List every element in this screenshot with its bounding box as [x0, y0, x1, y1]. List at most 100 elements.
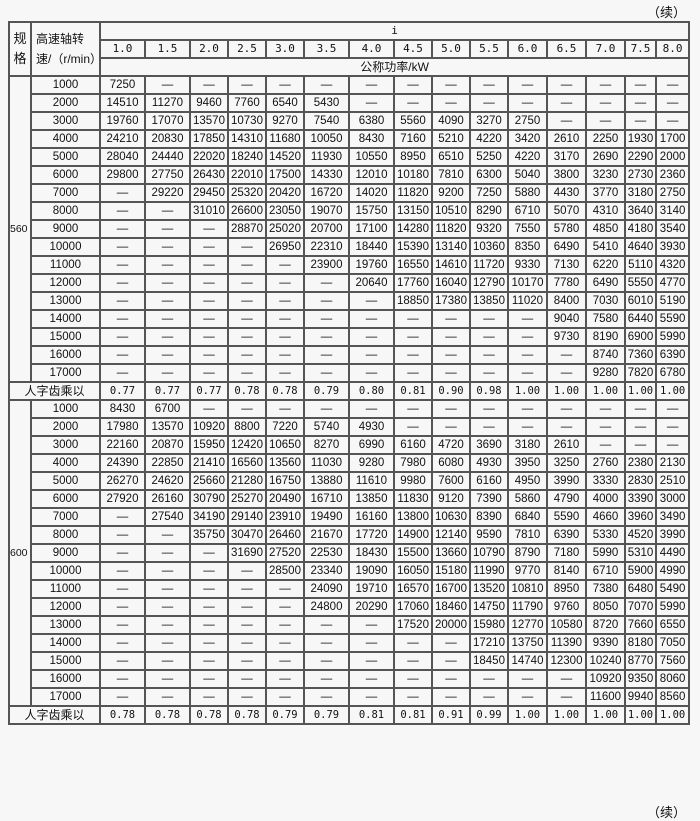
power-cell: —: [99, 633, 146, 653]
power-cell: 4660: [585, 507, 626, 527]
spec-cell: 560: [8, 75, 32, 383]
power-cell: —: [227, 291, 267, 311]
power-cell: 2610: [546, 129, 587, 149]
power-cell: 31010: [189, 201, 229, 221]
power-cell: —: [507, 669, 548, 689]
power-cell: 10360: [469, 237, 509, 257]
power-cell: 19070: [303, 201, 350, 221]
power-cell: 8950: [546, 579, 587, 599]
table-row: 5000 28040 24440 22020 18240 14520 11930 10550 8…: [9, 147, 691, 167]
power-cell: —: [303, 327, 350, 347]
power-cell: —: [303, 399, 350, 419]
power-cell: 26600: [227, 201, 267, 221]
speed-cell: 2000: [30, 417, 101, 437]
power-cell: 8190: [585, 327, 626, 347]
power-cell: 13150: [393, 201, 433, 221]
power-cell: 9320: [469, 219, 509, 239]
power-cell: —: [144, 255, 191, 275]
power-cell: —: [507, 309, 548, 329]
power-cell: 12300: [546, 651, 587, 671]
power-cell: —: [265, 327, 305, 347]
ratio-header: 3.0: [265, 39, 305, 59]
power-cell: 8720: [585, 615, 626, 635]
table-row: 16000— — — — — — — — — — — —10920 9350 8060: [9, 669, 691, 689]
power-cell: 11790: [507, 597, 548, 617]
power-cell: —: [348, 75, 395, 95]
table-row: 15000— — — — — — — — — — —9730 8190 6900 5990: [9, 327, 691, 347]
power-cell: 16550: [393, 255, 433, 275]
power-cell: 7250: [99, 75, 146, 95]
power-cell: 14020: [348, 183, 395, 203]
power-cell: —: [348, 615, 395, 635]
power-cell: —: [227, 363, 267, 383]
power-cell: 5740: [303, 417, 350, 437]
power-cell: 2360: [654, 165, 691, 185]
factor-cell: 0.78: [227, 705, 267, 725]
power-cell: 15750: [348, 201, 395, 221]
power-cell: —: [507, 417, 548, 437]
power-cell: 4220: [507, 147, 548, 167]
factor-label: 人字齿乘以: [8, 381, 101, 401]
power-cell: 11930: [303, 147, 350, 167]
power-cell: —: [189, 363, 229, 383]
power-cell: —: [303, 633, 350, 653]
power-cell: 18450: [469, 651, 509, 671]
power-cell: 26270: [99, 471, 146, 491]
power-cell: —: [469, 399, 509, 419]
power-cell: 19490: [303, 507, 350, 527]
power-cell: 6990: [348, 435, 395, 455]
power-cell: 6080: [431, 453, 471, 473]
power-cell: 7360: [624, 345, 657, 365]
power-cell: 17100: [348, 219, 395, 239]
power-cell: 4310: [585, 201, 626, 221]
power-cell: 3140: [654, 201, 691, 221]
power-cell: 5430: [303, 93, 350, 113]
power-cell: 6490: [546, 237, 587, 257]
power-cell: 4520: [624, 525, 657, 545]
power-cell: —: [585, 399, 626, 419]
power-cell: —: [348, 327, 395, 347]
power-cell: —: [227, 633, 267, 653]
power-cell: —: [546, 687, 587, 707]
power-cell: —: [348, 363, 395, 383]
power-cell: —: [99, 345, 146, 365]
power-cell: 11600: [585, 687, 626, 707]
power-cell: 5070: [546, 201, 587, 221]
power-cell: 5040: [507, 165, 548, 185]
power-cell: 9040: [546, 309, 587, 329]
power-cell: —: [585, 417, 626, 437]
table-row: 8000— —35750 30470 26460 21670 17720 14900 1214…: [9, 525, 691, 545]
speed-cell: 17000: [30, 687, 101, 707]
power-cell: —: [227, 687, 267, 707]
power-cell: 16050: [393, 561, 433, 581]
power-cell: 10240: [585, 651, 626, 671]
power-cell: —: [546, 399, 587, 419]
power-cell: 9280: [585, 363, 626, 383]
power-cell: —: [624, 75, 657, 95]
speed-cell: 10000: [30, 561, 101, 581]
factor-cell: 1.00: [585, 381, 626, 401]
power-cell: 7980: [393, 453, 433, 473]
power-cell: 18430: [348, 543, 395, 563]
factor-cell: 0.81: [393, 381, 433, 401]
ratio-header: 2.0: [189, 39, 229, 59]
table-row: 13000— — — — — — —17520 20000 15980 12770 10580 872…: [9, 615, 691, 635]
power-cell: 4790: [546, 489, 587, 509]
speed-cell: 15000: [30, 651, 101, 671]
power-cell: 6710: [507, 201, 548, 221]
power-cell: 11830: [393, 489, 433, 509]
speed-cell: 6000: [30, 165, 101, 185]
power-cell: 7600: [431, 471, 471, 491]
power-cell: —: [144, 597, 191, 617]
power-cell: 17720: [348, 525, 395, 545]
power-cell: 5250: [469, 147, 509, 167]
table-row: 8000— —31010 26600 23050 19070 15750 13150 1051…: [9, 201, 691, 221]
power-cell: 20640: [348, 273, 395, 293]
power-cell: 4720: [431, 435, 471, 455]
power-cell: —: [393, 327, 433, 347]
power-cell: 2250: [585, 129, 626, 149]
power-cell: —: [546, 345, 587, 365]
power-cell: 29140: [227, 507, 267, 527]
factor-cell: 0.79: [303, 705, 350, 725]
power-cell: 7180: [546, 543, 587, 563]
